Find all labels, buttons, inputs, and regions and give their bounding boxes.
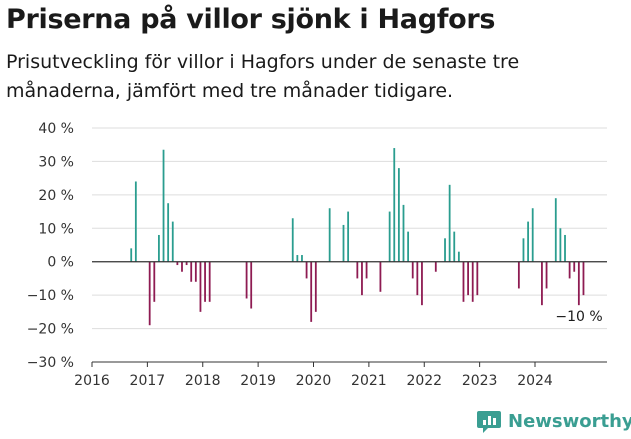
y-tick-label: −20 % [27, 322, 74, 338]
bar [388, 211, 391, 262]
x-tick-label: 2017 [130, 373, 166, 389]
bar [559, 228, 562, 262]
bar [476, 261, 479, 296]
bar [171, 221, 174, 262]
bar [448, 184, 451, 262]
bar [573, 261, 576, 272]
bar [130, 248, 133, 262]
y-tick-label: −10 % [27, 288, 74, 304]
bar [531, 208, 534, 262]
x-tick-label: 2018 [185, 373, 221, 389]
chart-subtitle: Prisutveckling för villor i Hagfors unde… [6, 51, 520, 102]
newsworthy-logo: Newsworthy [476, 408, 631, 434]
bar [158, 234, 160, 262]
x-tick-label: 2024 [517, 373, 553, 389]
bar [453, 231, 456, 262]
bar [471, 261, 474, 302]
bar [342, 224, 345, 262]
bar [365, 261, 368, 279]
bar [564, 234, 566, 262]
bar [554, 198, 557, 262]
bar [416, 261, 419, 296]
bar [208, 261, 211, 302]
bar [153, 261, 156, 302]
newsworthy-logo-icon [477, 411, 501, 433]
bar [185, 261, 188, 266]
bar [296, 255, 299, 262]
bar [356, 261, 359, 279]
brand-name: Newsworthy [508, 410, 631, 432]
bar [421, 261, 423, 306]
bar [545, 261, 548, 289]
y-tick-label: 40 % [38, 121, 74, 137]
y-tick-label: 0 % [47, 255, 74, 271]
bar [577, 261, 580, 306]
bar [462, 261, 465, 302]
x-tick-label: 2021 [351, 373, 387, 389]
bar [527, 221, 529, 262]
bars [130, 148, 585, 326]
y-tick-label: 20 % [38, 188, 74, 204]
x-tick-label: 2019 [240, 373, 276, 389]
bar [199, 261, 202, 312]
bar [517, 261, 520, 289]
bar [444, 238, 446, 262]
bar [305, 261, 308, 279]
grid-lines [92, 127, 607, 363]
bar [134, 181, 137, 262]
bar [402, 204, 405, 262]
bar [379, 261, 382, 292]
x-tick-label: 2016 [74, 373, 110, 389]
bar [167, 203, 170, 262]
bar [301, 255, 303, 262]
chart-title: Priserna på villor sjönk i Hagfors [6, 4, 496, 35]
y-tick-label: −30 % [27, 355, 74, 371]
bar [328, 208, 331, 262]
bar [467, 261, 469, 296]
last-value-annotation: −10 % [555, 309, 602, 325]
bar [361, 261, 363, 296]
bar [204, 261, 206, 302]
bar [190, 261, 193, 282]
bar [310, 261, 313, 322]
bar [347, 211, 350, 262]
x-axis [92, 261, 607, 363]
bar [314, 261, 317, 312]
bar [397, 168, 400, 262]
bar [291, 218, 294, 262]
bar [194, 261, 197, 282]
bar [393, 148, 396, 262]
bar [181, 261, 183, 272]
bar [457, 251, 460, 262]
bar [162, 149, 165, 262]
bar [148, 261, 151, 326]
x-tick-label: 2020 [296, 373, 332, 389]
y-tick-label: 10 % [38, 221, 74, 237]
y-axis-ticks: −30 % −20 % −10 % 0 % 10 % 20 % 30 % 40 % [27, 121, 74, 371]
bar [176, 261, 179, 266]
x-tick-label: 2022 [406, 373, 442, 389]
bar [568, 261, 571, 279]
bar [582, 261, 585, 296]
bar [541, 261, 543, 306]
bar [411, 261, 414, 279]
bar [250, 261, 253, 309]
bar [434, 261, 437, 272]
x-axis-ticks: 2016 2017 2018 2019 2020 2021 2022 2023 2024 [74, 362, 553, 389]
x-tick-label: 2023 [462, 373, 498, 389]
bar [522, 238, 525, 262]
bar [407, 231, 410, 262]
y-tick-label: 30 % [38, 154, 74, 170]
bar [245, 261, 248, 299]
